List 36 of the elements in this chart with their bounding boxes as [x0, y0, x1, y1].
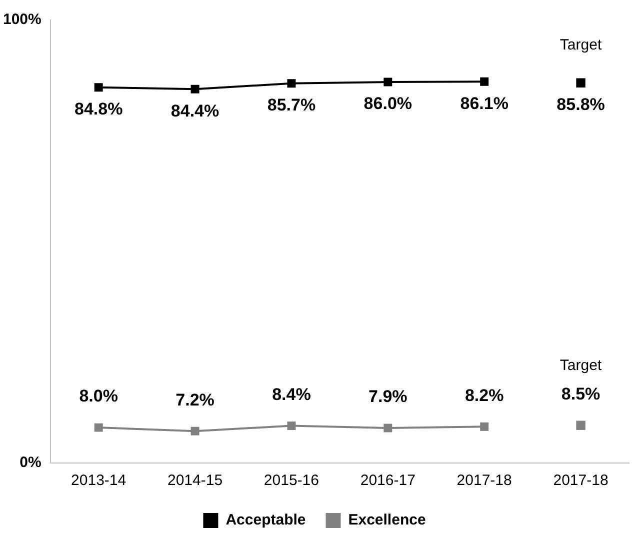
point: [384, 424, 392, 432]
point: [480, 422, 489, 431]
y-tick-label: 100%: [2, 11, 42, 28]
data-label: 8.5%: [561, 384, 600, 404]
data-label: 84.4%: [170, 101, 220, 120]
data-label: 8.4%: [272, 384, 311, 404]
y-tick-label: 0%: [20, 454, 42, 472]
x-tick-label: 2017-18: [456, 472, 512, 490]
data-label: 8.0%: [79, 386, 118, 406]
data-label: 86.1%: [460, 94, 508, 113]
point: [94, 83, 103, 92]
point: [287, 79, 296, 88]
point: [190, 426, 200, 436]
point: [94, 423, 103, 432]
data-label: 7.2%: [176, 390, 214, 410]
x-tick-label: 2013-14: [71, 472, 126, 490]
point: [384, 78, 392, 86]
annotation: Target: [560, 36, 602, 54]
legend-label: Acceptable: [226, 512, 306, 529]
data-label: 7.9%: [368, 387, 408, 406]
x-tick-label: 2016-17: [360, 472, 416, 490]
x-tick-label: 2014-15: [167, 472, 223, 490]
point: [576, 420, 586, 430]
data-label: 85.7%: [267, 96, 316, 115]
point: [576, 78, 586, 88]
x-tick-label: 2015-16: [264, 472, 319, 490]
point: [190, 84, 200, 94]
x-tick-label: 2017-18: [553, 472, 608, 490]
point: [480, 77, 489, 86]
data-label: 84.8%: [74, 100, 123, 119]
point: [287, 422, 296, 430]
data-label: 86.0%: [364, 94, 412, 114]
annotation: Target: [560, 356, 602, 374]
data-label: 85.8%: [556, 95, 605, 114]
legend-label: Excellence: [348, 512, 426, 529]
data-label: 8.2%: [464, 386, 504, 405]
